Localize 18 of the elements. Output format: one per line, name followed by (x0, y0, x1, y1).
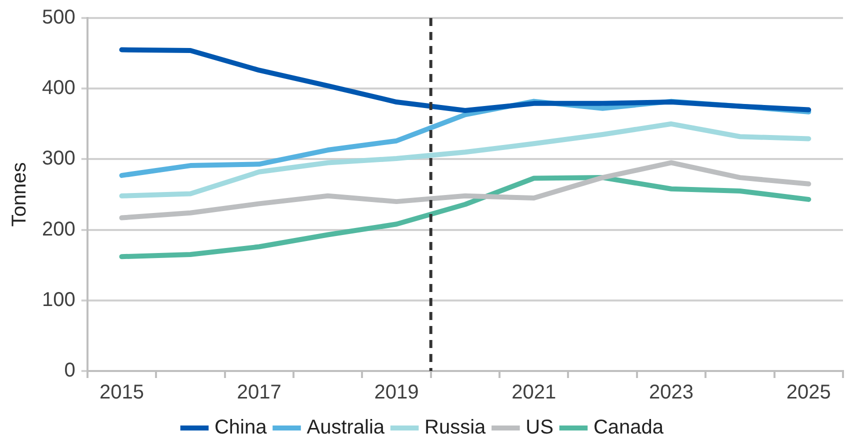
legend-label: Canada (593, 416, 664, 439)
y-tick-label: 500 (42, 6, 76, 29)
x-tick-label: 2015 (99, 382, 144, 404)
y-tick-label: 100 (42, 288, 76, 311)
y-axis-title: Tonnes (8, 162, 31, 227)
x-tick-label: 2021 (512, 382, 556, 404)
x-tick-label: 2023 (649, 382, 694, 404)
legend-label: Australia (306, 416, 386, 439)
legend-label: US (526, 416, 554, 439)
y-tick-label: 200 (42, 218, 76, 240)
legend-label: China (214, 416, 268, 439)
y-tick-label: 300 (42, 148, 76, 170)
y-tick-label: 0 (64, 360, 76, 382)
x-tick-label: 2019 (374, 382, 419, 404)
x-tick-label: 2017 (236, 382, 282, 404)
x-tick-label: 2025 (786, 382, 831, 404)
legend-label: Russia (424, 416, 487, 439)
y-tick-label: 400 (42, 77, 76, 100)
